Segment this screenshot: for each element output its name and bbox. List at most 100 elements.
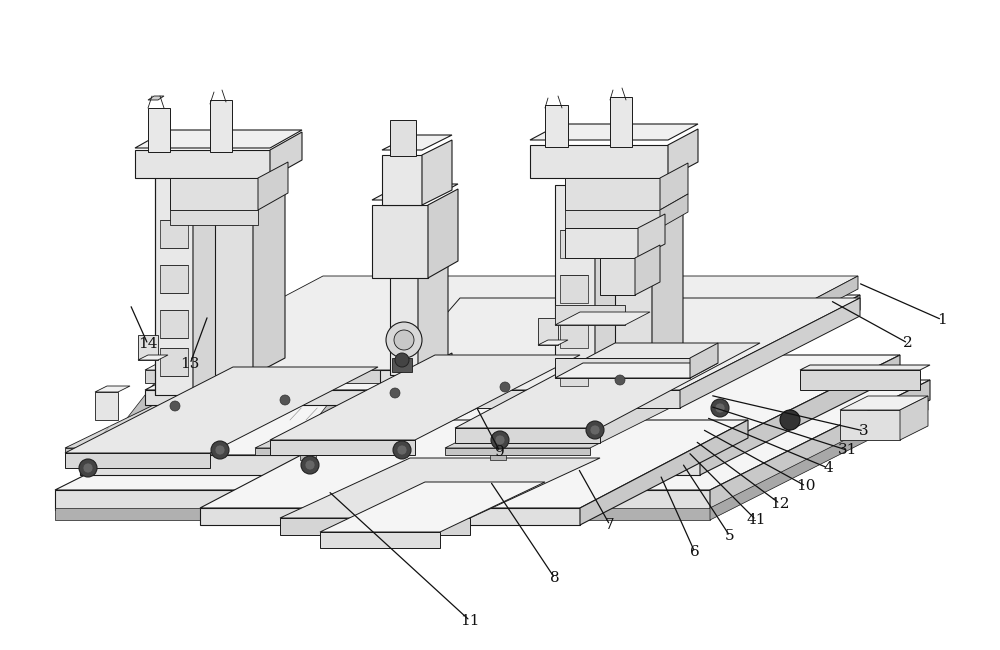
Circle shape (615, 375, 625, 385)
Polygon shape (320, 532, 440, 548)
Polygon shape (418, 254, 448, 375)
Polygon shape (530, 124, 698, 140)
Polygon shape (280, 458, 600, 518)
Polygon shape (55, 508, 710, 520)
Polygon shape (55, 380, 930, 490)
Polygon shape (445, 448, 590, 455)
Polygon shape (560, 230, 588, 258)
Polygon shape (580, 420, 748, 525)
Circle shape (393, 441, 411, 459)
Circle shape (394, 330, 414, 350)
Text: 10: 10 (796, 479, 816, 493)
Polygon shape (280, 518, 470, 535)
Polygon shape (255, 448, 395, 455)
Polygon shape (55, 490, 710, 510)
Polygon shape (382, 135, 452, 150)
Polygon shape (445, 363, 760, 448)
Polygon shape (200, 420, 748, 508)
Circle shape (715, 403, 725, 413)
Polygon shape (135, 130, 302, 148)
Polygon shape (65, 453, 210, 468)
Polygon shape (270, 132, 302, 178)
Polygon shape (800, 370, 920, 390)
Polygon shape (160, 265, 188, 293)
Polygon shape (382, 155, 422, 205)
Polygon shape (635, 245, 660, 295)
Polygon shape (680, 295, 860, 405)
Polygon shape (455, 343, 760, 428)
Polygon shape (490, 450, 506, 460)
Circle shape (170, 401, 180, 411)
Polygon shape (668, 129, 698, 178)
Polygon shape (490, 363, 566, 440)
Polygon shape (840, 410, 900, 440)
Text: 13: 13 (180, 357, 200, 371)
Polygon shape (95, 392, 118, 420)
Circle shape (500, 382, 510, 392)
Polygon shape (600, 258, 635, 295)
Text: 1: 1 (937, 313, 947, 327)
Polygon shape (545, 105, 568, 147)
Polygon shape (138, 355, 168, 360)
Polygon shape (390, 270, 418, 375)
Circle shape (495, 435, 505, 445)
Polygon shape (555, 312, 650, 325)
Text: 12: 12 (770, 497, 790, 511)
Polygon shape (253, 143, 285, 375)
Polygon shape (420, 353, 452, 395)
Polygon shape (65, 448, 200, 455)
Polygon shape (428, 189, 458, 278)
Circle shape (395, 353, 409, 367)
Polygon shape (422, 140, 452, 205)
Polygon shape (455, 428, 600, 443)
Polygon shape (372, 205, 428, 278)
Polygon shape (710, 398, 928, 520)
Polygon shape (145, 295, 860, 390)
Polygon shape (638, 214, 665, 258)
Circle shape (215, 445, 225, 455)
Polygon shape (148, 96, 164, 100)
Polygon shape (392, 358, 412, 372)
Polygon shape (530, 145, 668, 178)
Text: 14: 14 (138, 337, 158, 352)
Polygon shape (840, 396, 928, 410)
Circle shape (397, 445, 407, 455)
Polygon shape (610, 97, 632, 147)
Polygon shape (555, 363, 718, 378)
Text: 41: 41 (746, 513, 766, 527)
Circle shape (305, 460, 315, 470)
Polygon shape (215, 160, 253, 375)
Text: 4: 4 (823, 461, 833, 475)
Text: 5: 5 (725, 529, 735, 543)
Polygon shape (270, 355, 580, 440)
Circle shape (491, 431, 509, 449)
Polygon shape (538, 340, 568, 345)
Circle shape (386, 322, 422, 358)
Circle shape (83, 463, 93, 473)
Polygon shape (900, 396, 928, 440)
Polygon shape (110, 363, 186, 440)
Polygon shape (300, 363, 376, 440)
Polygon shape (210, 100, 232, 152)
Circle shape (79, 459, 97, 477)
Polygon shape (565, 178, 660, 210)
Text: 2: 2 (903, 336, 913, 350)
Polygon shape (390, 120, 416, 156)
Text: 3: 3 (859, 424, 869, 438)
Polygon shape (200, 508, 580, 525)
Polygon shape (380, 298, 860, 390)
Polygon shape (615, 170, 652, 380)
Polygon shape (690, 343, 718, 378)
Polygon shape (160, 310, 188, 338)
Polygon shape (80, 455, 700, 475)
Polygon shape (700, 355, 900, 475)
Polygon shape (258, 162, 288, 210)
Polygon shape (255, 363, 570, 448)
Polygon shape (65, 363, 375, 448)
Polygon shape (145, 276, 858, 370)
Text: 7: 7 (605, 518, 615, 532)
Polygon shape (155, 175, 193, 395)
Circle shape (711, 399, 729, 417)
Circle shape (586, 421, 604, 439)
Circle shape (211, 441, 229, 459)
